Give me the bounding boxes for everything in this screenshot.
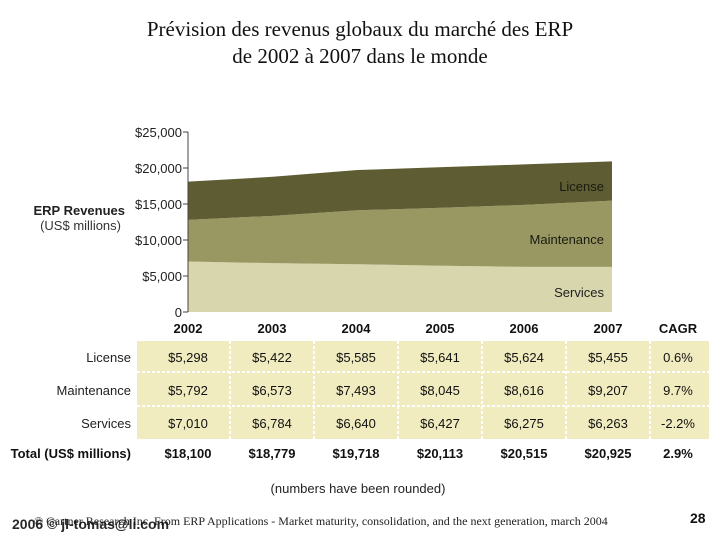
cagr-cell: -2.2% — [661, 416, 695, 431]
table-cell: $8,616 — [504, 383, 544, 398]
y-tick-label: $15,000 — [135, 197, 182, 212]
x-tick-label: 2004 — [342, 321, 372, 336]
table-cell: $9,207 — [588, 383, 628, 398]
total-cagr: 2.9% — [663, 446, 693, 461]
total-cell: $18,779 — [249, 446, 296, 461]
footer-source: © Gartner Research Inc. From ERP Applica… — [34, 514, 608, 528]
cagr-header: CAGR — [659, 321, 698, 336]
table-cell: $6,427 — [420, 416, 460, 431]
table-cell: $6,263 — [588, 416, 628, 431]
label-services: Services — [554, 285, 604, 300]
title-line-1: Prévision des revenus globaux du marché … — [146, 17, 574, 41]
x-tick-label: 2007 — [594, 321, 623, 336]
row-label: Services — [81, 416, 131, 431]
label-license: License — [559, 179, 604, 194]
total-cell: $19,718 — [333, 446, 380, 461]
table-cell: $6,640 — [336, 416, 376, 431]
label-maintenance: Maintenance — [530, 232, 604, 247]
table-cell: $5,422 — [252, 350, 292, 365]
row-label: Maintenance — [57, 383, 131, 398]
x-tick-label: 2002 — [174, 321, 203, 336]
total-cell: $20,113 — [417, 446, 463, 461]
page-number: 28 — [690, 510, 706, 526]
license-area — [188, 161, 612, 220]
y-tick-label: $5,000 — [142, 269, 182, 284]
table-cell: $6,275 — [504, 416, 544, 431]
total-label: Total (US$ millions) — [11, 446, 131, 461]
total-cell: $20,515 — [501, 446, 548, 461]
maintenance-area — [188, 200, 612, 267]
x-tick-label: 2005 — [426, 321, 455, 336]
slide-title: Prévision des revenus globaux du marché … — [0, 16, 720, 70]
footer-copyright: 2006 © jl-tomas@li.com — [12, 516, 170, 532]
y-tick-label: $20,000 — [135, 161, 182, 176]
table-cell: $5,298 — [168, 350, 208, 365]
y-axis-unit: (US$ millions) — [40, 218, 121, 233]
y-tick-label: 0 — [175, 305, 182, 320]
row-label: License — [86, 350, 131, 365]
total-cell: $20,925 — [585, 446, 632, 461]
x-tick-label: 2003 — [258, 321, 287, 336]
table-cell: $7,010 — [168, 416, 208, 431]
y-axis-title: ERP Revenues — [33, 203, 125, 218]
cagr-cell: 9.7% — [663, 383, 693, 398]
title-line-2: de 2002 à 2007 dans le monde — [232, 44, 488, 68]
table-background — [137, 341, 709, 439]
table-cell: $6,573 — [252, 383, 292, 398]
table-cell: $5,641 — [420, 350, 460, 365]
table-cell: $5,792 — [168, 383, 208, 398]
table-cell: $5,624 — [504, 350, 544, 365]
table-cell: $6,784 — [252, 416, 292, 431]
rounding-note: (numbers have been rounded) — [271, 481, 446, 496]
erp-chart: 0 $5,000 $10,000 $15,000 $20,000 $25,000 ERP R… — [11, 125, 709, 496]
x-tick-label: 2006 — [510, 321, 539, 336]
services-area — [188, 261, 612, 312]
table-cell: $8,045 — [420, 383, 460, 398]
table-cell: $7,493 — [336, 383, 376, 398]
table-cell: $5,585 — [336, 350, 376, 365]
y-tick-label: $10,000 — [135, 233, 182, 248]
y-tick-label: $25,000 — [135, 125, 182, 140]
table-cell: $5,455 — [588, 350, 628, 365]
cagr-cell: 0.6% — [663, 350, 693, 365]
total-cell: $18,100 — [165, 446, 212, 461]
